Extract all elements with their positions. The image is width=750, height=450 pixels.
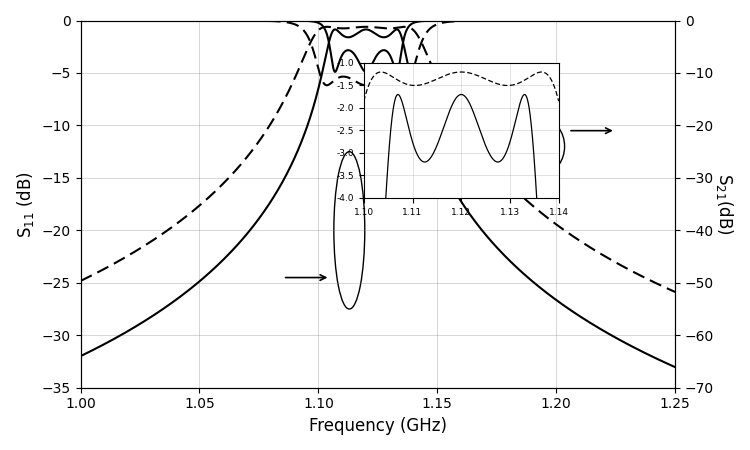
Y-axis label: S$_{11}$ (dB): S$_{11}$ (dB) (15, 171, 36, 238)
Y-axis label: S$_{21}$(dB): S$_{21}$(dB) (714, 173, 735, 235)
X-axis label: Frequency (GHz): Frequency (GHz) (309, 417, 447, 435)
